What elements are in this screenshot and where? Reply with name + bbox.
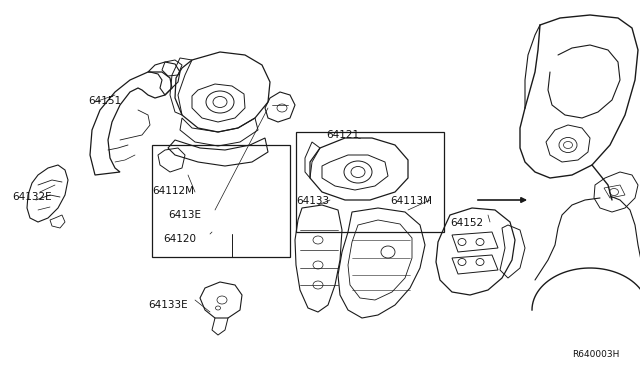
Text: 64120: 64120 [163,234,196,244]
Text: 6413E: 6413E [168,210,201,220]
Text: 64132E: 64132E [12,192,52,202]
Text: 64151: 64151 [88,96,121,106]
Text: 64133: 64133 [296,196,329,206]
Bar [152,145,290,257]
Text: 64113M: 64113M [390,196,432,206]
Text: 64112M: 64112M [152,186,194,196]
Text: 64133E: 64133E [148,300,188,310]
Text: 64121: 64121 [326,130,359,140]
Bar [296,132,444,232]
Text: R640003H: R640003H [572,350,620,359]
Text: 64152: 64152 [450,218,483,228]
